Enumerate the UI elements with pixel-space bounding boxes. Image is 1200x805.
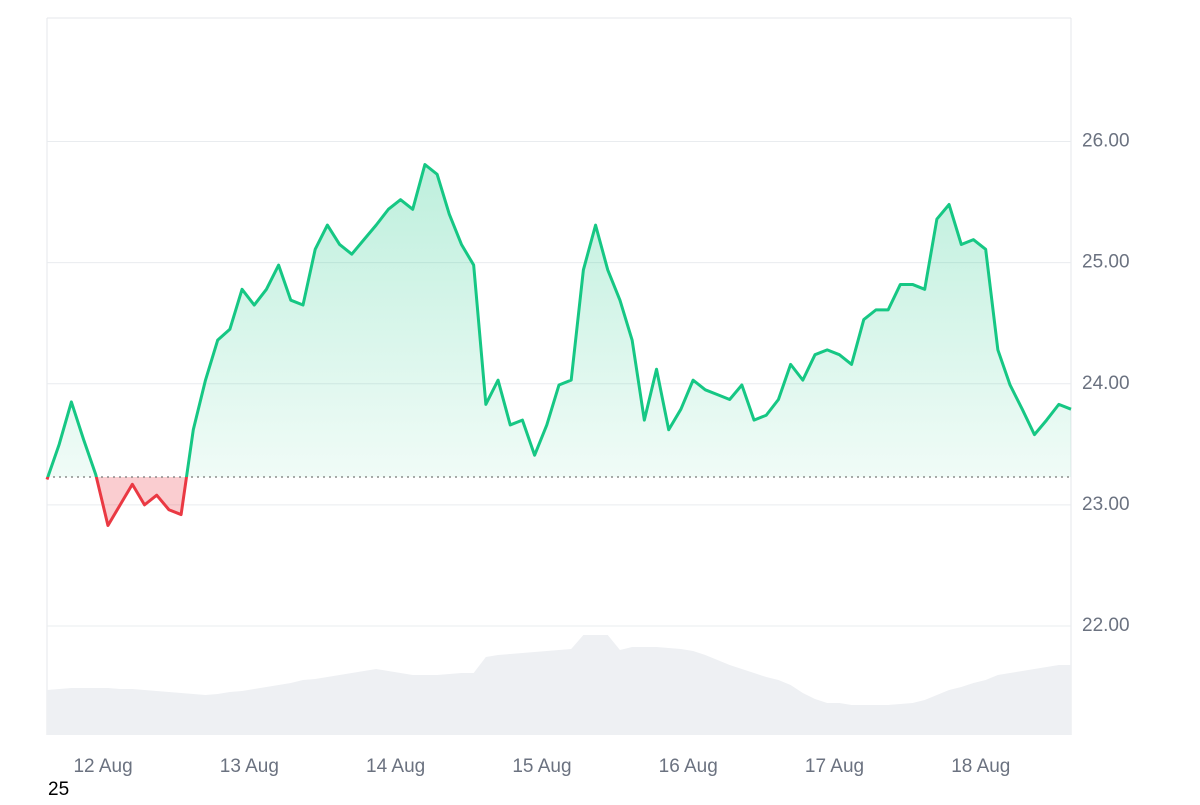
area-above xyxy=(47,164,1071,478)
volume-area xyxy=(47,635,1071,735)
area-below xyxy=(47,477,187,526)
y-tick-label: 22.00 xyxy=(1082,615,1130,636)
y-tick-label: 25.00 xyxy=(1082,252,1130,273)
y-tick-label: 26.00 xyxy=(1082,131,1130,152)
x-tick-label: 16 Aug xyxy=(659,756,718,777)
price-line xyxy=(46,163,1072,478)
x-tick-label: 17 Aug xyxy=(805,756,864,777)
footer-text: 25 xyxy=(48,779,69,800)
x-tick-label: 12 Aug xyxy=(73,756,132,777)
x-tick-label: 18 Aug xyxy=(951,756,1010,777)
x-tick-label: 15 Aug xyxy=(512,756,571,777)
y-tick-label: 23.00 xyxy=(1082,494,1130,515)
x-tick-label: 13 Aug xyxy=(220,756,279,777)
y-tick-label: 24.00 xyxy=(1082,373,1130,394)
x-tick-label: 14 Aug xyxy=(366,756,425,777)
